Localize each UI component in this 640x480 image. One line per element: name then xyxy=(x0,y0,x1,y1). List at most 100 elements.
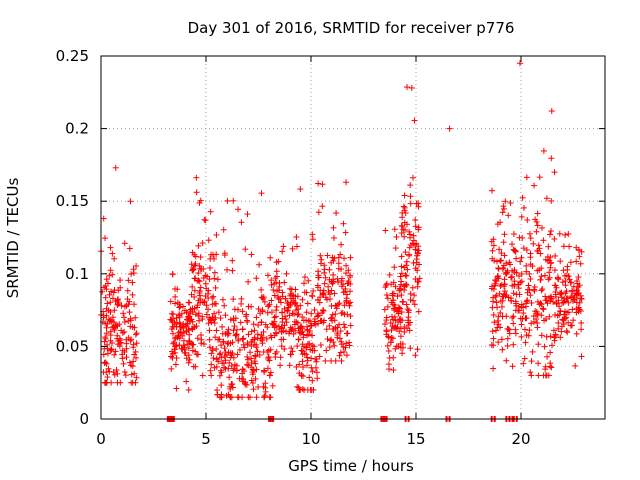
data-point xyxy=(121,314,128,321)
data-point xyxy=(325,283,332,290)
data-point xyxy=(245,331,252,338)
data-point xyxy=(336,300,343,307)
data-point xyxy=(279,309,286,316)
data-point xyxy=(261,368,268,375)
data-point xyxy=(277,362,284,369)
data-point xyxy=(131,351,138,358)
data-point xyxy=(186,331,193,338)
data-point xyxy=(168,365,175,372)
data-point xyxy=(492,277,499,284)
data-point xyxy=(197,254,204,261)
data-point xyxy=(548,364,555,371)
data-point xyxy=(211,320,218,327)
data-point xyxy=(541,272,548,279)
data-point xyxy=(559,279,566,286)
data-point xyxy=(545,276,552,283)
data-point xyxy=(99,288,106,295)
data-point xyxy=(551,337,558,344)
data-point xyxy=(340,220,347,227)
data-point xyxy=(341,255,348,262)
data-point xyxy=(398,253,405,260)
data-point xyxy=(393,233,400,240)
data-point xyxy=(230,327,237,334)
data-point xyxy=(526,327,533,334)
data-point xyxy=(397,325,404,332)
data-point xyxy=(258,319,265,326)
data-point xyxy=(174,299,181,306)
data-point xyxy=(104,350,111,357)
data-point xyxy=(114,332,121,339)
data-point xyxy=(342,288,349,295)
data-point xyxy=(183,355,190,362)
data-point xyxy=(306,374,313,381)
data-point xyxy=(560,267,567,274)
data-point xyxy=(415,247,422,254)
data-point xyxy=(103,276,110,283)
data-point xyxy=(548,155,555,162)
data-point xyxy=(210,293,217,300)
data-point xyxy=(126,309,133,316)
data-point xyxy=(408,84,415,91)
data-point xyxy=(206,264,213,271)
data-point xyxy=(201,216,208,223)
data-point xyxy=(303,309,310,316)
data-point xyxy=(224,197,231,204)
data-point xyxy=(315,268,322,275)
data-point xyxy=(331,290,338,297)
data-point xyxy=(195,351,202,358)
data-point xyxy=(313,358,320,365)
data-point xyxy=(126,245,133,252)
data-point xyxy=(188,261,195,268)
data-point xyxy=(516,60,523,67)
data-point xyxy=(573,330,580,337)
data-point xyxy=(337,328,344,335)
data-point xyxy=(402,249,409,256)
data-point xyxy=(176,311,183,318)
data-point xyxy=(406,251,413,258)
data-point xyxy=(295,386,302,393)
data-point xyxy=(258,190,265,197)
data-point xyxy=(338,241,345,248)
data-point xyxy=(492,293,499,300)
data-point xyxy=(272,329,279,336)
data-point xyxy=(490,311,497,318)
data-point xyxy=(512,298,519,305)
data-point xyxy=(520,204,527,211)
data-point xyxy=(272,275,279,282)
data-point xyxy=(260,328,267,335)
data-point xyxy=(208,361,215,368)
data-point xyxy=(273,303,280,310)
data-point xyxy=(539,286,546,293)
data-point xyxy=(325,288,332,295)
data-point xyxy=(172,349,179,356)
data-point xyxy=(578,353,585,360)
data-point xyxy=(538,332,545,339)
data-point xyxy=(273,268,280,275)
data-point xyxy=(559,299,566,306)
data-point xyxy=(563,272,570,279)
data-point xyxy=(403,221,410,228)
data-point xyxy=(248,303,255,310)
data-point xyxy=(552,252,559,259)
data-point xyxy=(189,325,196,332)
data-point xyxy=(493,278,500,285)
data-point xyxy=(290,330,297,337)
data-point xyxy=(504,342,511,349)
data-point xyxy=(570,317,577,324)
data-point xyxy=(227,394,234,401)
data-point xyxy=(230,317,237,324)
data-point xyxy=(412,223,419,230)
data-point xyxy=(311,306,318,313)
data-point xyxy=(410,259,417,266)
data-point xyxy=(248,355,255,362)
data-point xyxy=(221,345,228,352)
data-point xyxy=(388,327,395,334)
data-point xyxy=(488,187,495,194)
data-point xyxy=(510,313,517,320)
data-point xyxy=(550,327,557,334)
data-point xyxy=(220,226,227,233)
data-point xyxy=(180,337,187,344)
data-point xyxy=(321,269,328,276)
data-point xyxy=(386,271,393,278)
data-point xyxy=(109,295,116,302)
